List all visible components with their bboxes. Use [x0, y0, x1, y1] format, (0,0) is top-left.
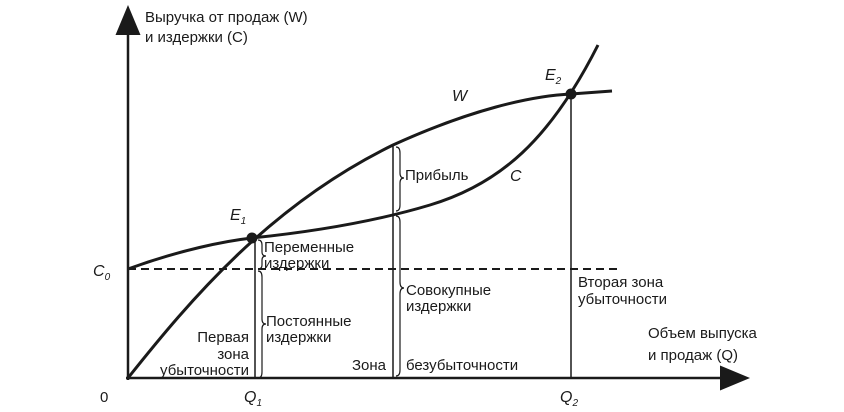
e2-label: E2: [545, 67, 562, 87]
second-loss-zone-label: Вторая зона: [578, 274, 664, 291]
c0-label: C0: [93, 263, 111, 283]
point-e1: [246, 232, 258, 244]
letter: C: [93, 263, 105, 280]
subscript: 0: [105, 272, 111, 283]
letter: E: [230, 207, 241, 224]
fixed-costs-label: Постоянные: [266, 313, 351, 330]
x-axis-label: Объем выпуска: [648, 325, 758, 342]
profit-label: Прибыль: [405, 167, 469, 184]
letter: Q: [244, 389, 256, 406]
fixed-costs-label: издержки: [266, 329, 331, 346]
subscript: 1: [256, 398, 262, 409]
subscript: 2: [571, 398, 578, 409]
x-axis-label: и продаж (Q): [648, 347, 738, 364]
variable-costs-label: издержки: [264, 255, 329, 272]
total-costs-label: Совокупные: [406, 282, 491, 299]
revenue-curve: [126, 89, 613, 379]
q2-label: Q2: [560, 389, 578, 409]
cost-label: C: [510, 168, 522, 185]
cost-curve: [127, 44, 600, 271]
letter: Q: [560, 389, 572, 406]
origin-label: 0: [100, 389, 108, 406]
variable-costs-label: Переменные: [264, 239, 354, 256]
first-loss-zone-label: зона: [217, 346, 249, 363]
subscript: 1: [241, 216, 247, 227]
first-loss-zone-label: убыточности: [160, 362, 249, 379]
first-loss-zone-label: Первая: [197, 329, 249, 346]
subscript: 2: [555, 76, 562, 87]
braces: [257, 146, 405, 379]
e1-label: E1: [230, 207, 246, 227]
y-axis-label: Выручка от продаж (W): [145, 9, 308, 26]
total-costs-label: издержки: [406, 298, 471, 315]
letter: E: [545, 67, 556, 84]
breakeven-zone-label: Зона: [352, 357, 387, 374]
breakeven-zone-label: безубыточности: [406, 357, 518, 374]
point-e2: [565, 88, 577, 100]
second-loss-zone-label: убыточности: [578, 291, 667, 308]
q1-label: Q1: [244, 389, 262, 409]
revenue-label: W: [452, 88, 469, 105]
y-axis-label: и издержки (C): [145, 29, 248, 46]
